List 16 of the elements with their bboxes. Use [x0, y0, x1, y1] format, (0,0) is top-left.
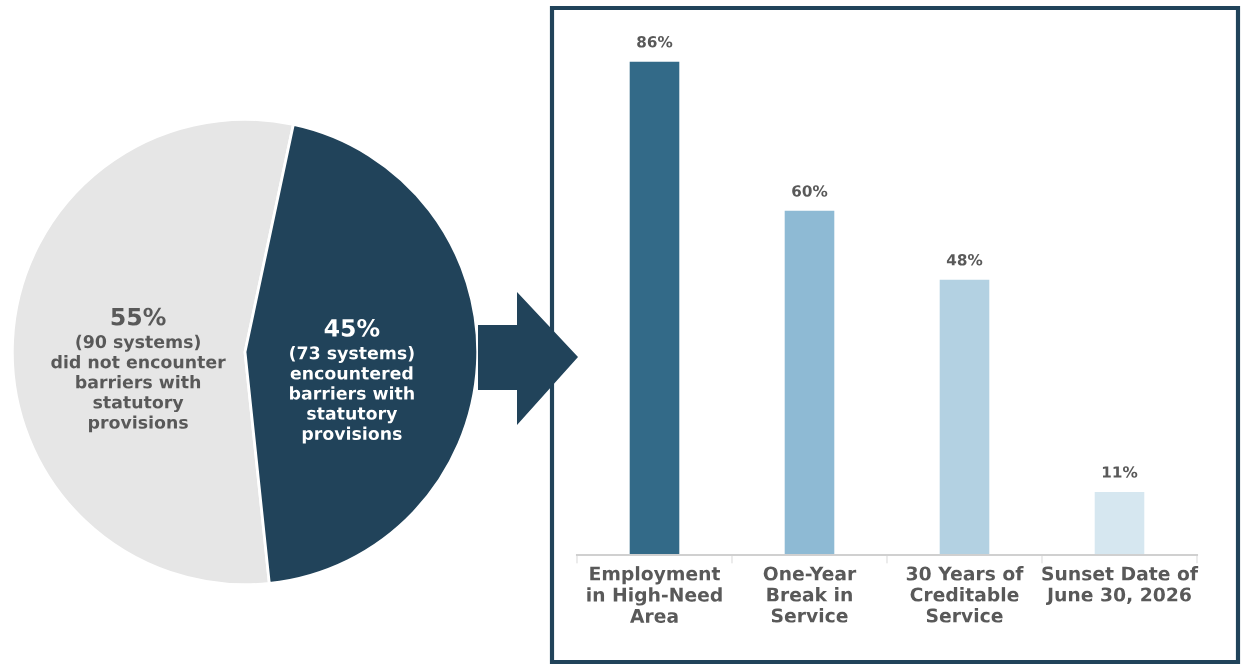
x-tick-label: Employment in High-Need Area — [587, 566, 722, 623]
data-label: 48% — [946, 254, 983, 266]
slice-label: (90 systems) did not encounter barriers with statutory provisions — [51, 334, 226, 433]
data-label: 60% — [792, 185, 828, 197]
data-label: 86% — [637, 36, 673, 48]
data-label: 11% — [1102, 466, 1138, 478]
x-tick-label: 30 Years of Creditable Service — [906, 566, 1024, 623]
bar — [939, 279, 990, 555]
x-tick-label: Sunset Date of June 30, 2026 — [1042, 566, 1199, 606]
bar — [784, 210, 835, 555]
bar — [629, 61, 680, 555]
data-label: 45% — [324, 318, 380, 337]
x-tick-label: One-Year Break in Service — [763, 566, 857, 623]
data-label: 55% — [111, 307, 166, 326]
slice-label: (73 systems) encountered barriers with statutory provisions — [290, 345, 414, 444]
bar — [1094, 491, 1145, 555]
